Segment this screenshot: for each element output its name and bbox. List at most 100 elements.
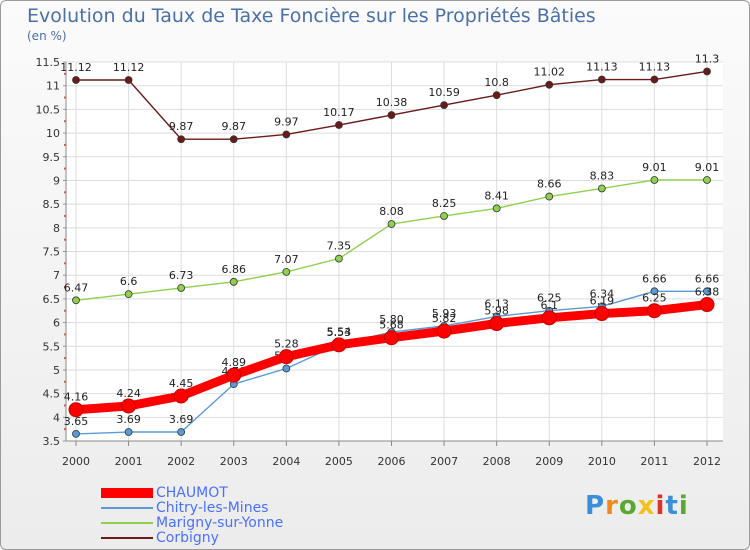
data-point [492, 91, 501, 100]
y-tick-label: 4 [53, 411, 60, 424]
data-point [387, 111, 396, 119]
data-label: 4.89 [222, 356, 247, 369]
data-point [545, 192, 554, 201]
data-point [72, 76, 80, 84]
logo-letter: r [605, 491, 619, 521]
data-point [68, 402, 84, 418]
data-point [278, 349, 294, 365]
legend-label-chaumot: CHAUMOT [156, 485, 228, 501]
data-label: 5.82 [432, 312, 457, 325]
y-minor-tick [64, 167, 66, 170]
data-label: 5.93 [432, 307, 457, 320]
y-tick-label: 11.5 [36, 56, 61, 69]
data-label: 6.66 [695, 272, 720, 285]
data-point [597, 75, 606, 84]
data-label: 9.87 [169, 120, 194, 133]
data-label: 3.69 [116, 413, 141, 426]
data-point [177, 135, 186, 144]
data-point [177, 428, 186, 436]
data-point [124, 428, 133, 436]
data-label: 6.6 [120, 275, 138, 288]
data-point [282, 364, 291, 373]
data-point [226, 367, 242, 383]
x-tick-label: 2012 [693, 455, 721, 468]
proxiti-logo: Proxiti [585, 491, 689, 521]
data-point [229, 277, 238, 286]
x-tick-label: 2000 [62, 455, 90, 468]
data-label: 5.28 [274, 338, 299, 351]
x-tick-label: 2001 [115, 455, 143, 468]
y-minor-tick [64, 333, 66, 336]
legend-swatch-chitry [101, 507, 153, 509]
logo-letter: o [618, 491, 638, 521]
data-point [335, 121, 343, 129]
data-point [646, 303, 662, 319]
data-point [489, 316, 505, 332]
y-minor-tick [64, 404, 66, 407]
legend-item-marigny: Marigny-sur-Yonne [101, 515, 361, 531]
data-label: 6.34 [590, 287, 615, 300]
y-tick-label: 3.5 [43, 435, 61, 448]
chart-title: Evolution du Taux de Taxe Foncière sur l… [27, 5, 596, 27]
data-point [173, 388, 189, 404]
data-label: 5.80 [379, 313, 404, 326]
data-point [124, 76, 133, 84]
data-label: 6.19 [590, 295, 615, 308]
data-label: 7.07 [274, 253, 299, 266]
data-label: 9.01 [695, 161, 720, 174]
y-tick-label: 5 [53, 364, 60, 377]
y-tick-label: 4.5 [43, 388, 61, 401]
data-label: 6.86 [222, 263, 247, 276]
x-tick-label: 2011 [640, 455, 668, 468]
y-minor-tick [64, 428, 66, 431]
legend-item-chaumot: CHAUMOT [101, 485, 361, 501]
legend-swatch-corbigny [101, 537, 153, 539]
data-label: 11.12 [113, 61, 145, 74]
data-label: 9.97 [274, 115, 299, 128]
data-label: 5.98 [484, 305, 509, 318]
x-tick-label: 2002 [167, 455, 195, 468]
data-point [650, 176, 659, 184]
data-point [384, 330, 399, 346]
y-tick-label: 5.5 [43, 340, 61, 353]
data-point [72, 296, 80, 305]
y-minor-tick [64, 380, 66, 383]
data-label: 8.66 [537, 178, 562, 191]
data-label: 5.54 [327, 325, 352, 338]
data-label: 6.66 [642, 272, 667, 285]
data-point [699, 297, 715, 313]
data-point [703, 287, 711, 296]
data-label: 8.83 [590, 169, 615, 182]
y-tick-label: 9 [53, 174, 60, 187]
data-label: 8.25 [432, 197, 457, 210]
y-tick-label: 7.5 [43, 246, 61, 259]
data-point [124, 290, 133, 299]
data-label: 11.3 [695, 52, 720, 65]
data-label: 8.08 [379, 205, 404, 218]
data-point [436, 323, 452, 339]
data-label: 9.87 [222, 120, 247, 133]
data-point [440, 212, 448, 220]
y-tick-label: 9.5 [43, 151, 61, 164]
data-label: 6.38 [695, 286, 720, 299]
logo-letter: i [655, 491, 666, 521]
data-label: 10.59 [428, 86, 460, 99]
data-point [282, 130, 291, 139]
x-tick-label: 2003 [220, 455, 248, 468]
data-label: 7.35 [327, 240, 352, 253]
logo-letter: i [678, 491, 689, 521]
data-point [594, 306, 610, 322]
legend-item-chitry: Chitry-les-Mines [101, 500, 361, 516]
y-minor-tick [64, 96, 66, 99]
y-minor-tick [64, 238, 66, 241]
y-minor-tick [64, 191, 66, 194]
y-minor-tick [64, 286, 66, 289]
logo-letter: P [585, 491, 606, 521]
y-tick-label: 6 [53, 317, 60, 330]
unit-label: (en %) [27, 29, 67, 43]
data-label: 3.65 [64, 415, 89, 428]
data-label: 5.53 [327, 326, 352, 339]
y-tick-label: 7 [53, 269, 60, 282]
data-point [541, 310, 557, 326]
